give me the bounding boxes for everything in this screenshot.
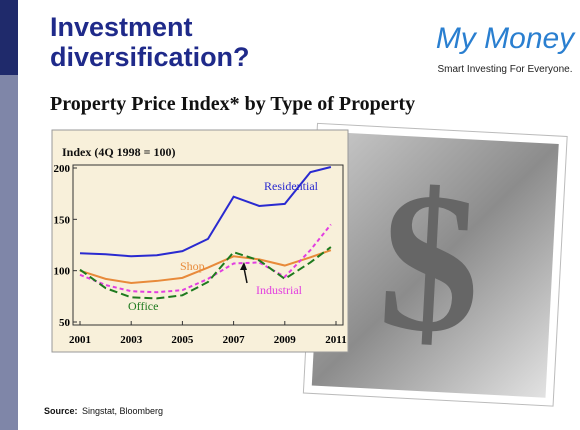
series-label: Industrial [256,283,303,297]
decor-image: $ [302,122,568,407]
subtitle: Property Price Index* by Type of Propert… [50,93,415,115]
side-bar-top [0,0,18,75]
series-line [79,166,332,258]
logo: My Money [436,22,576,55]
series-label: Office [128,299,158,313]
source-label: Source: [44,406,78,416]
x-tick-label: 2001 [69,334,91,346]
chart-panel [51,129,349,353]
title: Investment [50,12,193,42]
tagline: Smart Investing For Everyone. [437,64,572,75]
series-label: Residential [264,179,319,193]
title: diversification? [50,42,250,72]
side-bar [0,75,18,430]
annotation-arrowhead [240,262,247,270]
annotation-arrow [243,267,248,284]
x-tick-label: 2003 [120,334,143,346]
series-label: Shop [180,259,205,273]
series-line [79,246,332,300]
y-tick-label: 50 [59,317,71,329]
plot-frame [72,164,344,326]
x-tick-label: 2005 [171,334,194,346]
x-tick-label: 2009 [274,334,297,346]
x-tick-label: 2011 [325,334,346,346]
series-line [79,249,332,284]
x-tick-label: 2007 [223,334,246,346]
series-line [79,223,332,294]
y-tick-label: 200 [54,163,71,175]
y-axis-label: Index (4Q 1998 = 100) [62,145,176,159]
source: Singstat, Bloomberg [82,406,163,416]
svg-text:$: $ [375,150,486,376]
y-tick-label: 100 [54,266,71,278]
y-tick-label: 150 [54,214,71,226]
